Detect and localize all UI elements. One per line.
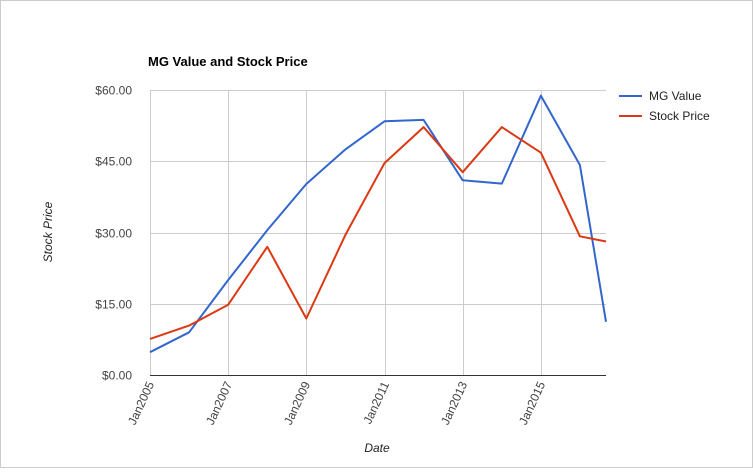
series-line-stock-price — [149, 126, 607, 340]
series-line-mg-value — [149, 94, 607, 354]
series-lines — [149, 94, 607, 354]
legend-label: MG Value — [649, 89, 702, 103]
y-tick-label: $60.00 — [95, 84, 132, 98]
y-tick-label: $0.00 — [102, 369, 132, 383]
legend: MG Value Stock Price — [619, 89, 710, 123]
y-tick-label: $45.00 — [95, 155, 132, 169]
chart-title: MG Value and Stock Price — [148, 54, 308, 69]
legend-label: Stock Price — [649, 109, 710, 123]
y-axis-label: Stock Price — [41, 201, 55, 262]
x-axis-label: Date — [364, 441, 390, 455]
grid — [150, 90, 606, 375]
y-tick-label: $15.00 — [95, 298, 132, 312]
y-tick-label: $30.00 — [95, 227, 132, 241]
y-axis-ticks: $0.00 $15.00 $30.00 $45.00 $60.00 — [95, 84, 132, 383]
